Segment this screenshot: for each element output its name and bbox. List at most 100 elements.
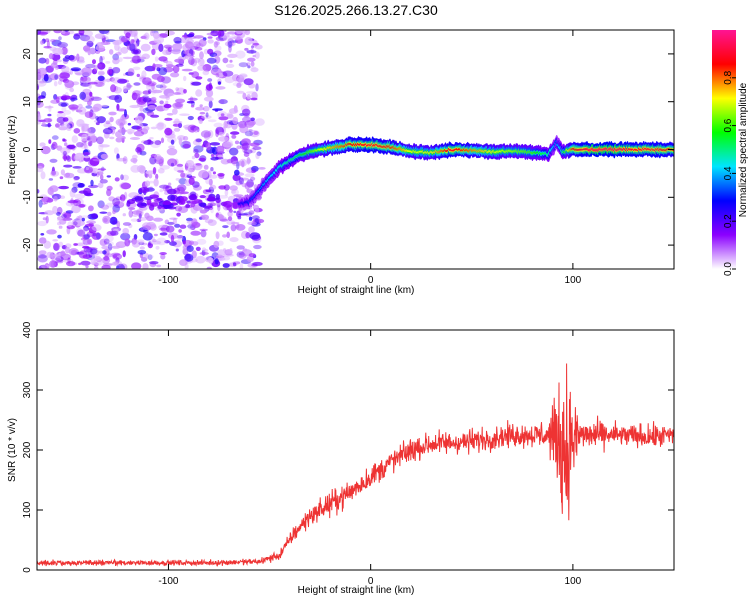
spectrogram-noise-cell	[207, 36, 213, 39]
colorbar-gradient	[712, 30, 736, 269]
spectrogram-noise-cell	[86, 128, 92, 133]
spectrogram-noise-cell	[113, 201, 125, 209]
spectrogram-noise-cell	[235, 224, 246, 231]
spectrogram-noise-cell	[187, 168, 193, 177]
spectrogram-noise-cell	[175, 248, 179, 252]
spectrogram-noise-cell	[242, 92, 247, 100]
spectrogram-noise-cell	[43, 73, 49, 82]
spectrogram-noise-cell	[100, 56, 105, 61]
spectrogram-noise-cell	[107, 243, 113, 251]
spectrogram-noise-cell	[52, 239, 59, 242]
spectrogram-noise-cell	[126, 84, 133, 88]
spectrogram-noise-cell	[165, 100, 169, 105]
spectrogram-noise-cell	[145, 170, 156, 175]
spectrogram-noise-cell	[187, 115, 194, 121]
snr-x-tick-label: 0	[368, 576, 374, 587]
spectrogram-noise-cell	[122, 56, 134, 60]
spectrogram-noise-cell	[88, 205, 94, 212]
spectrogram-noise-cell	[119, 37, 128, 43]
spectrogram-noise-cell	[120, 47, 129, 54]
spectrogram-noise-cell	[91, 224, 102, 232]
spectrogram-noise-cell	[206, 266, 212, 269]
spectrogram-noise-cell	[220, 158, 230, 165]
spectrogram-noise-cell	[186, 174, 193, 179]
spectrogram-noise-cell	[60, 102, 68, 107]
spectrogram-noise-cell	[158, 224, 169, 230]
spectrogram-noise-cell	[230, 131, 240, 135]
spectrogram-noise-cell	[87, 238, 93, 245]
spectrogram-noise-cell	[149, 194, 159, 199]
spectrogram-noise-cell	[49, 158, 58, 163]
spectrogram-noise-cell	[236, 223, 240, 229]
spectrogram-noise-cell	[97, 75, 105, 82]
spectrogram-noise-cell	[50, 62, 58, 69]
spectrogram-noise-cell	[102, 127, 113, 135]
spectrogram-noise-cell	[122, 250, 126, 258]
spectrogram-noise-cell	[147, 105, 156, 110]
spectrogram-noise-cell	[105, 61, 111, 64]
spectrogram-noise-cell	[223, 120, 228, 129]
spectrogram-noise-cell	[222, 234, 228, 238]
spectrogram-noise-cell	[37, 73, 45, 81]
spectrogram-noise-cell	[116, 157, 127, 162]
spectrogram-noise-cell	[249, 142, 260, 147]
spectrogram-noise-cell	[116, 108, 127, 112]
spectrogram-noise-cell	[244, 173, 255, 178]
spectrogram-noise-cell	[90, 96, 100, 100]
spectrogram-noise-cell	[207, 130, 214, 139]
spectrogram-noise-cell	[75, 158, 80, 162]
spectrogram-noise-cell	[153, 233, 158, 237]
spectrogram-noise-cell	[150, 30, 155, 37]
spectrogram-noise-cell	[93, 265, 99, 269]
spectrogram-noise-cell	[186, 100, 195, 104]
spectrogram-noise-cell	[80, 237, 86, 241]
spectrogram-noise-cell	[37, 80, 47, 87]
spectrogram-noise-cell	[120, 182, 131, 190]
spectrogram-noise-cell	[115, 118, 126, 126]
spectrogram-noise-cell	[39, 194, 48, 203]
spectrogram-noise-cell	[175, 178, 180, 181]
spectrogram-noise-cell	[172, 65, 180, 73]
spectrogram-noise-cell	[174, 43, 182, 47]
spectrogram-noise-cell	[235, 50, 246, 59]
spectrogram-noise-cell	[185, 160, 195, 168]
spectrogram-noise-cell	[74, 220, 85, 227]
spectrogram-noise-cell	[99, 174, 104, 181]
spectrogram-noise-cell	[202, 105, 210, 112]
spectrogram-noise-cell	[65, 243, 72, 249]
spectrogram-noise-cell	[111, 261, 120, 266]
spectrogram-noise-cell	[167, 194, 176, 201]
spectrogram-noise-cell	[120, 174, 124, 181]
spectrogram-noise-cell	[197, 65, 207, 71]
spectrogram-noise-cell	[182, 143, 191, 149]
spectrogram-noise-cell	[188, 177, 195, 185]
spectrogram-noise-cell	[215, 193, 221, 200]
spectrogram-noise-cell	[240, 177, 249, 181]
spectrogram-noise-cell	[248, 253, 256, 258]
spectrogram-noise-cell	[83, 225, 89, 231]
spectrogram-noise-cell	[229, 185, 238, 191]
spectrogram-noise-cell	[165, 60, 173, 67]
spectrogram-noise-cell	[245, 214, 253, 217]
spectrogram-noise-cell	[140, 43, 151, 52]
snr-panel: -100 0 100 0 100 200 300 400 Height of straigh…	[7, 321, 675, 596]
spectrogram-noise-cell	[247, 57, 256, 62]
spectrogram-noise-cell	[38, 237, 47, 244]
spectrogram-noise-cell	[207, 78, 213, 82]
spectrogram-noise-cell	[159, 252, 167, 255]
spectrogram-noise-cell	[194, 152, 200, 159]
spectrogram-noise-cell	[169, 217, 178, 220]
spectrogram-noise-cell	[176, 212, 181, 217]
spectrogram-noise-cell	[222, 57, 229, 64]
spectrogram-noise-cell	[244, 182, 250, 190]
spectrogram-noise-cell	[134, 93, 141, 98]
spectrogram-noise-cell	[217, 81, 222, 85]
spectrogram-noise-cell	[199, 228, 208, 232]
spectrogram-noise-cell	[203, 131, 211, 140]
spectrogram-noise-cell	[127, 122, 132, 126]
colorbar-tick-label: 0.6	[723, 118, 734, 132]
spectrogram-noise-cell	[238, 252, 247, 260]
spectrogram-noise-cell	[258, 167, 266, 170]
spectrogram-x-tick-label: -100	[158, 275, 178, 286]
spectrogram-noise-cell	[246, 91, 256, 94]
